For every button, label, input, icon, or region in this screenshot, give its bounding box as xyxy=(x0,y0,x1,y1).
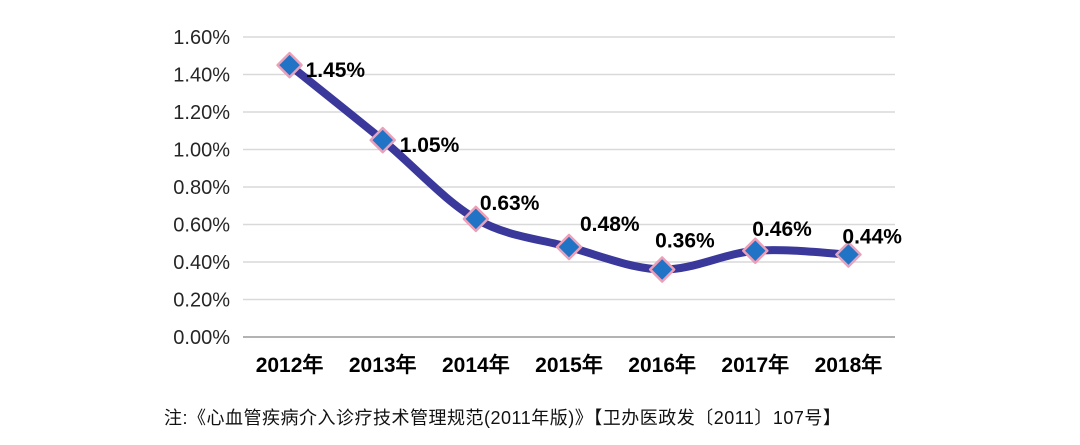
data-label: 0.63% xyxy=(480,192,540,215)
data-labels: 1.45% 1.05% 0.63% 0.48% 0.36% 0.46% 0.44% xyxy=(306,59,903,252)
data-label: 0.48% xyxy=(580,213,640,236)
data-label: 0.44% xyxy=(842,226,902,249)
data-label: 1.05% xyxy=(400,134,460,157)
y-tick-label: 0.80% xyxy=(173,177,230,199)
x-axis-labels: 2012年 2013年 2014年 2015年 2016年 2017年 2018年 xyxy=(256,353,883,377)
x-tick-label: 2016年 xyxy=(628,353,696,377)
data-label: 1.45% xyxy=(306,59,366,82)
data-point-marker xyxy=(276,51,303,79)
data-point-marker xyxy=(462,205,490,233)
x-tick-label: 2017年 xyxy=(721,353,789,377)
data-point-marker xyxy=(742,237,769,264)
data-point-marker xyxy=(835,241,862,268)
data-point-marker xyxy=(555,233,583,261)
x-tick-label: 2013年 xyxy=(349,353,417,377)
data-label: 0.46% xyxy=(752,218,812,241)
x-tick-label: 2014年 xyxy=(442,353,510,377)
y-tick-label: 1.20% xyxy=(173,102,230,124)
y-tick-label: 1.40% xyxy=(173,65,230,87)
x-tick-label: 2018年 xyxy=(815,353,883,377)
footnote: 注:《心血管疾病介入诊疗技术管理规范(2011年版)》【卫办医政发〔2011〕1… xyxy=(164,408,842,428)
y-tick-label: 1.00% xyxy=(173,140,230,162)
x-tick-label: 2015年 xyxy=(535,353,603,377)
y-tick-label: 0.20% xyxy=(173,290,230,312)
x-tick-label: 2012年 xyxy=(256,353,324,377)
y-axis-labels: 0.00% 0.20% 0.40% 0.60% 0.80% 1.00% 1.20% 1.40%… xyxy=(173,27,230,349)
data-label: 0.36% xyxy=(655,230,715,253)
y-tick-label: 0.60% xyxy=(173,215,230,237)
data-point-marker xyxy=(369,126,396,154)
y-tick-label: 0.40% xyxy=(173,252,230,274)
y-tick-label: 1.60% xyxy=(173,27,230,49)
markers xyxy=(276,51,862,283)
y-tick-label: 0.00% xyxy=(173,327,230,349)
data-point-marker xyxy=(648,256,676,283)
